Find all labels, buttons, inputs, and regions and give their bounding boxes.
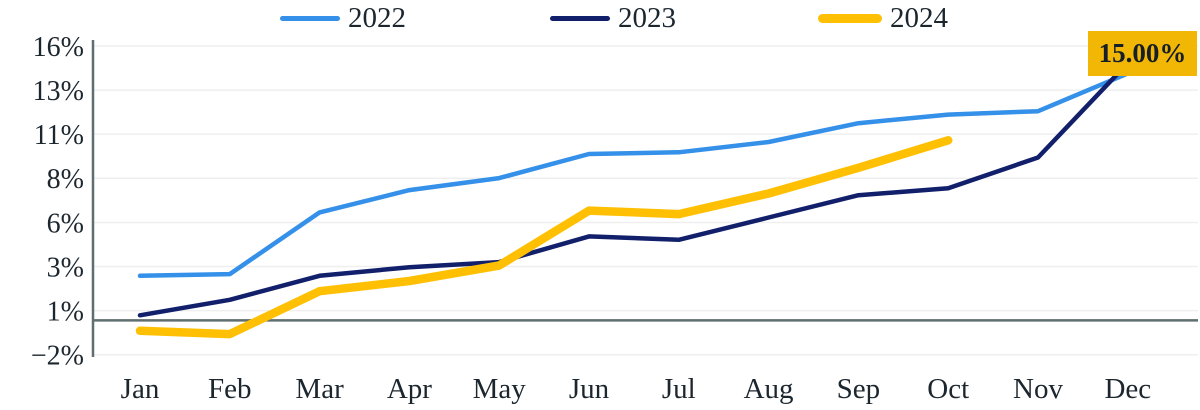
x-tick-label: Oct xyxy=(927,373,969,405)
x-tick-label: Aug xyxy=(744,373,794,405)
y-tick-label: 11% xyxy=(34,120,84,151)
x-tick-label: Jul xyxy=(662,373,696,405)
y-tick-label: 1% xyxy=(47,297,84,328)
series-line-2023 xyxy=(137,60,1131,318)
y-tick-label: 6% xyxy=(47,208,84,239)
y-tick-label: 13% xyxy=(33,76,84,107)
y-tick-label: 8% xyxy=(47,164,84,195)
x-tick-label: Nov xyxy=(1013,373,1063,405)
y-tick-label: 16% xyxy=(33,32,84,63)
x-tick-label: Feb xyxy=(208,373,252,405)
x-tick-label: Dec xyxy=(1104,373,1151,405)
y-tick-label: −2% xyxy=(31,341,84,372)
dec-endpoint-value-label: 15.00% xyxy=(1088,31,1197,76)
series-line-2022 xyxy=(137,71,1131,279)
x-tick-label: Apr xyxy=(387,373,432,405)
y-tick-label: 3% xyxy=(47,253,84,284)
x-tick-label: May xyxy=(473,373,527,405)
x-tick-label: Jun xyxy=(569,373,610,405)
x-tick-label: Jan xyxy=(121,373,160,405)
x-tick-label: Mar xyxy=(295,373,344,405)
series-line-2024 xyxy=(135,136,953,339)
x-tick-label: Sep xyxy=(837,373,881,405)
